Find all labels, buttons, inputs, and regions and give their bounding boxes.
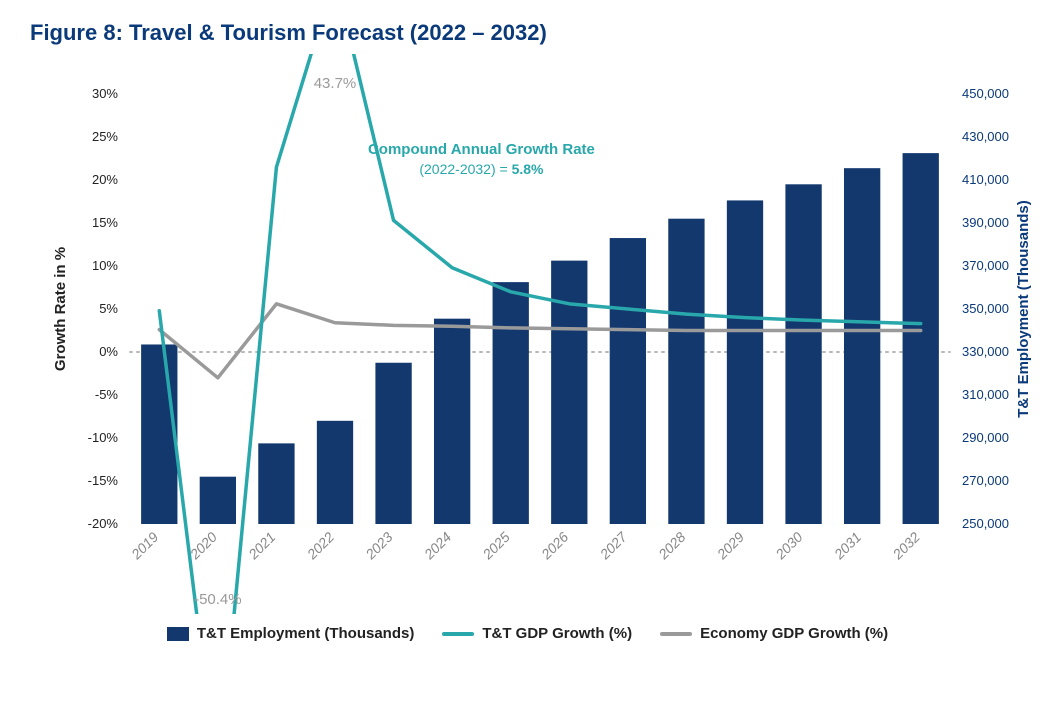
svg-text:410,000: 410,000 (962, 172, 1009, 187)
figure-title: Figure 8: Travel & Tourism Forecast (202… (30, 20, 1035, 46)
svg-text:430,000: 430,000 (962, 129, 1009, 144)
svg-text:2032: 2032 (889, 529, 923, 563)
svg-text:-5%: -5% (95, 387, 119, 402)
svg-text:310,000: 310,000 (962, 387, 1009, 402)
legend-label: Economy GDP Growth (%) (700, 625, 888, 642)
svg-text:330,000: 330,000 (962, 344, 1009, 359)
svg-text:290,000: 290,000 (962, 430, 1009, 445)
chart-svg: -20% -15% -10% -5% 0% 5% 10% 15% 20% 25% 30% Growth… (20, 54, 1035, 614)
svg-text:-20%: -20% (88, 516, 119, 531)
svg-text:250,000: 250,000 (962, 516, 1009, 531)
legend-label: T&T GDP Growth (%) (482, 625, 632, 642)
legend-item-econ-gdp: Economy GDP Growth (%) (660, 625, 888, 642)
svg-text:2029: 2029 (713, 529, 747, 563)
svg-text:2022: 2022 (303, 529, 337, 563)
legend-swatch-line (442, 632, 474, 636)
svg-text:2021: 2021 (244, 529, 278, 563)
chart-legend: T&T Employment (Thousands) T&T GDP Growt… (20, 625, 1035, 642)
svg-text:T&T Employment (Thousands): T&T Employment (Thousands) (1015, 200, 1032, 418)
svg-text:30%: 30% (92, 86, 118, 101)
svg-text:(2022-2032) = 5.8%: (2022-2032) = 5.8% (419, 161, 544, 177)
svg-text:270,000: 270,000 (962, 473, 1009, 488)
legend-item-tt-gdp: T&T GDP Growth (%) (442, 625, 632, 642)
svg-text:-50.4%: -50.4% (194, 591, 242, 608)
svg-text:370,000: 370,000 (962, 258, 1009, 273)
svg-text:Growth Rate in %: Growth Rate in % (52, 247, 69, 371)
svg-text:0%: 0% (99, 344, 118, 359)
svg-text:-10%: -10% (88, 430, 119, 445)
svg-text:25%: 25% (92, 129, 118, 144)
svg-text:20%: 20% (92, 172, 118, 187)
svg-text:2025: 2025 (479, 529, 513, 563)
legend-item-bars: T&T Employment (Thousands) (167, 625, 415, 642)
legend-swatch-bar (167, 627, 189, 641)
svg-text:43.7%: 43.7% (314, 75, 357, 92)
svg-text:2027: 2027 (596, 528, 631, 563)
svg-text:10%: 10% (92, 258, 118, 273)
svg-text:450,000: 450,000 (962, 86, 1009, 101)
svg-text:2030: 2030 (772, 529, 806, 563)
svg-text:350,000: 350,000 (962, 301, 1009, 316)
svg-text:2026: 2026 (537, 529, 571, 563)
svg-text:2023: 2023 (362, 529, 396, 563)
svg-text:390,000: 390,000 (962, 215, 1009, 230)
legend-label: T&T Employment (Thousands) (197, 625, 415, 642)
svg-text:2028: 2028 (654, 529, 688, 563)
legend-swatch-line (660, 632, 692, 636)
svg-text:15%: 15% (92, 215, 118, 230)
svg-text:2019: 2019 (127, 529, 161, 563)
chart-container: -20% -15% -10% -5% 0% 5% 10% 15% 20% 25% 30% Growth… (20, 54, 1035, 704)
svg-text:-15%: -15% (88, 473, 119, 488)
svg-text:Compound Annual Growth Rate: Compound Annual Growth Rate (368, 141, 595, 158)
svg-text:5%: 5% (99, 301, 118, 316)
svg-text:2024: 2024 (420, 529, 454, 563)
svg-text:2031: 2031 (830, 529, 864, 563)
